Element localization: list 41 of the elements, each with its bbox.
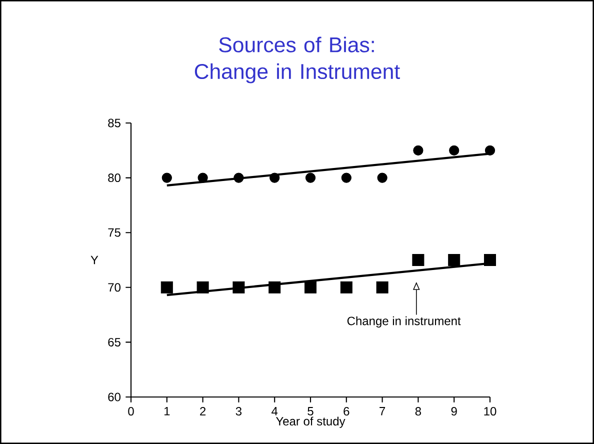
chart-title: Sources of Bias: Change in Instrument [194,36,400,84]
x-axis-title: Year of study [276,416,346,428]
point [196,281,209,294]
point [376,281,388,294]
point [162,172,172,183]
y-tick-label: 70 [108,283,120,292]
y-tick-label: 75 [108,228,120,237]
point [341,172,352,183]
point [305,172,316,183]
point [304,281,316,294]
x-tick-label: 9 [451,407,457,416]
point [413,145,424,156]
x-tick-label: 2 [200,407,206,416]
y-tick-label: 60 [108,392,120,402]
x-tick-label: 6 [344,407,350,416]
point [484,254,496,266]
point [268,281,281,294]
x-tick-label: 8 [415,407,422,416]
x-tick-label: 0 [128,407,134,416]
x-tick-label: 7 [380,407,386,416]
point [448,254,460,266]
y-tick-label: 85 [108,118,120,128]
y-tick-label: 80 [108,174,120,182]
point [198,172,208,183]
point [412,254,424,266]
point [270,172,280,183]
point [340,281,352,294]
annotation: Change in instrument [347,316,461,328]
x-tick-label: 1 [164,407,170,416]
y-axis-title: Y [90,256,98,264]
point [232,281,245,294]
x-tick-label: 5 [308,407,314,416]
x-tick-label: 3 [236,407,242,416]
x-tick-label: 10 [484,407,496,416]
point [449,145,460,156]
point [377,172,388,183]
point [234,172,244,183]
point [484,145,496,156]
y-tick-label: 65 [108,338,120,346]
x-tick-label: 4 [272,407,278,416]
point [160,281,173,294]
